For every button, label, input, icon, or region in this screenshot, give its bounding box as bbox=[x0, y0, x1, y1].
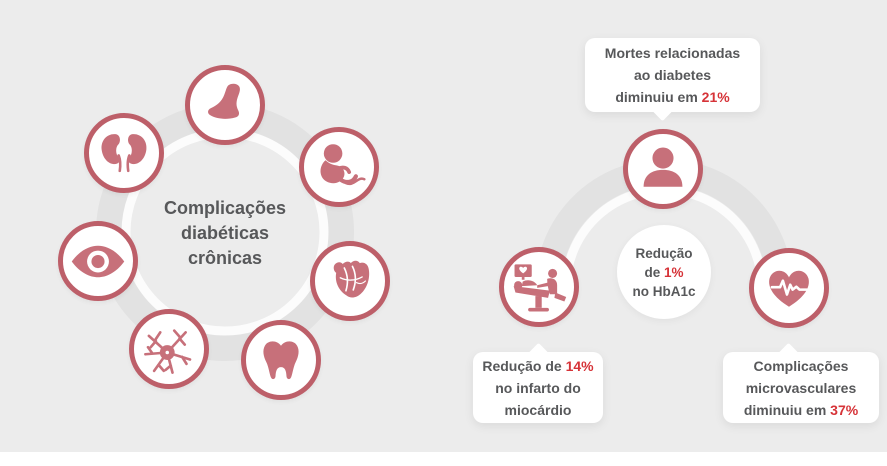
callout-line: diminuiu em 37% bbox=[743, 401, 859, 418]
fetus-icon bbox=[320, 144, 366, 186]
kidneys-circle bbox=[84, 113, 164, 193]
anatomical-heart-icon bbox=[333, 260, 370, 298]
callout-line: Mortes relacionadas bbox=[604, 45, 741, 61]
callout-deaths: Mortes relacionadas ao diabetes diminuiu… bbox=[585, 38, 760, 122]
callout-line: ao diabetes bbox=[633, 67, 712, 83]
percentage-value: 37% bbox=[830, 401, 859, 418]
eye-circle bbox=[58, 221, 138, 301]
callout-infarction: Redução de 14% no infarto do miocárdio bbox=[473, 342, 603, 423]
foot-icon bbox=[208, 83, 240, 119]
tooth-circle bbox=[241, 320, 321, 400]
callout-line: Redução de 14% bbox=[482, 357, 594, 374]
bubble-line: no HbA1c bbox=[632, 283, 696, 299]
neuron-icon bbox=[144, 329, 192, 374]
fetus-circle bbox=[299, 127, 379, 207]
medical-exam-circle bbox=[499, 247, 579, 327]
percentage-value: 1% bbox=[664, 264, 684, 280]
percentage-value: 21% bbox=[701, 89, 730, 105]
title-line: crônicas bbox=[187, 248, 263, 268]
eye-icon bbox=[71, 245, 125, 277]
callout-microvascular: Complicações microvasculares diminuiu em… bbox=[723, 342, 879, 423]
callout-line: no infarto do bbox=[495, 379, 581, 396]
foot-circle bbox=[185, 65, 265, 145]
title-line: Complicações bbox=[163, 198, 287, 218]
left-diagram-title: Complicações diabéticas crônicas bbox=[143, 196, 307, 271]
callout-line: miocárdio bbox=[504, 401, 572, 418]
bubble-line: Redução bbox=[635, 245, 693, 261]
callout-line: Complicações bbox=[753, 357, 849, 374]
callout-line: diminuiu em 21% bbox=[615, 89, 730, 105]
kidneys-icon bbox=[101, 134, 147, 173]
heart-pulse-circle bbox=[749, 248, 829, 328]
medical-exam-icon bbox=[513, 264, 567, 312]
patient-circle bbox=[623, 129, 703, 209]
title-line: diabéticas bbox=[180, 223, 270, 243]
patient-icon bbox=[643, 147, 683, 187]
heart-pulse-icon bbox=[769, 270, 809, 307]
callout-line: microvasculares bbox=[745, 379, 857, 396]
hba1c-reduction-bubble: Redução de 1% no HbA1c bbox=[617, 225, 711, 319]
anatomical-heart-circle bbox=[310, 241, 390, 321]
percentage-value: 14% bbox=[565, 357, 594, 374]
neuron-circle bbox=[129, 309, 209, 389]
bottom-white-strip bbox=[0, 452, 887, 466]
bubble-line: de 1% bbox=[644, 264, 684, 280]
tooth-icon bbox=[263, 341, 299, 380]
